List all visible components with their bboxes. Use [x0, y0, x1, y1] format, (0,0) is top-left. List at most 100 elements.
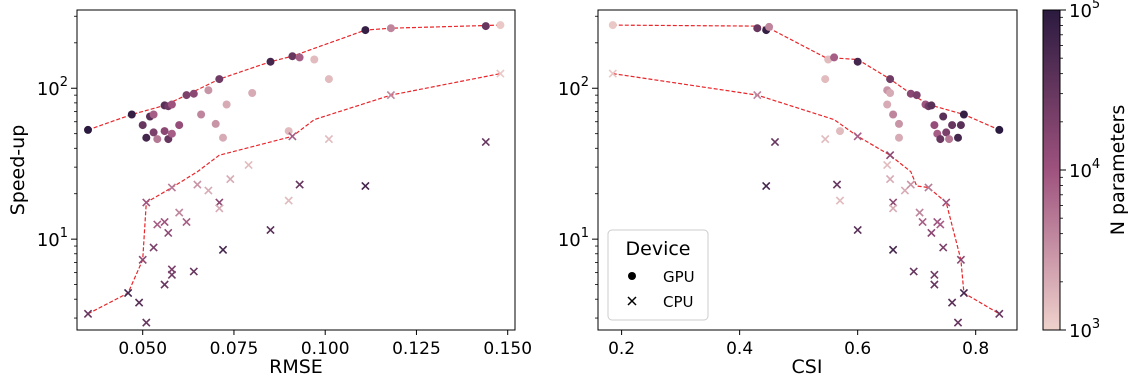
- gpu-point: [830, 53, 839, 62]
- gpu-point: [310, 55, 319, 64]
- cpu-point: [167, 183, 177, 192]
- gpu-point: [215, 75, 224, 84]
- gpu-point: [149, 110, 158, 119]
- cpu-point: [160, 217, 169, 227]
- gpu-point: [167, 129, 176, 138]
- cpu-point: [204, 186, 213, 195]
- gpu-point: [222, 100, 231, 109]
- gpu-point: [386, 24, 395, 33]
- legend-cpu-label: CPU: [663, 293, 694, 311]
- cpu-point: [182, 217, 191, 227]
- x-axis-label: CSI: [792, 356, 823, 378]
- x-axis-label: RMSE: [269, 356, 323, 378]
- colorbar-tick-label: 104: [1069, 157, 1100, 182]
- gpu-point: [138, 121, 147, 130]
- cpu-point: [284, 196, 293, 205]
- cpu-point: [134, 298, 144, 307]
- cpu-point: [953, 318, 963, 327]
- cpu-point: [853, 225, 862, 235]
- cpu-point: [193, 180, 202, 189]
- gpu-point: [853, 57, 862, 66]
- y-tick-label: 101: [37, 226, 68, 251]
- cpu-pareto-front: [87, 73, 501, 315]
- gpu-point: [219, 133, 227, 142]
- gpu-point: [324, 75, 333, 84]
- cpu-point: [853, 132, 862, 141]
- cpu-point: [753, 90, 762, 100]
- pareto-front-lines: [612, 24, 1000, 315]
- plot-frame: [597, 9, 1018, 331]
- gpu-point: [149, 128, 158, 137]
- gpu-point: [84, 125, 92, 134]
- cpu-point: [153, 220, 162, 229]
- x-tick-label: 0.150: [483, 339, 532, 359]
- cpu-point: [888, 245, 898, 254]
- axis-ticks: 0.2 0.4 0.6 0.8 101 102: [558, 15, 989, 359]
- legend-cpu-marker: [627, 296, 637, 306]
- cpu-point: [138, 255, 147, 264]
- gpu-point: [821, 75, 830, 84]
- cpu-point: [956, 255, 966, 264]
- cpu-point: [959, 288, 969, 298]
- cpu-point: [386, 90, 396, 100]
- colorbar-gradient: [1042, 9, 1061, 331]
- cpu-point: [762, 181, 771, 191]
- gpu-point: [930, 121, 939, 130]
- legend: Device GPU CPU: [607, 229, 709, 321]
- gpu-point: [481, 22, 490, 31]
- gpu-point: [153, 135, 162, 144]
- cpu-point: [939, 243, 948, 252]
- x-tick-label: 0.050: [118, 339, 167, 359]
- colorbar-tick-label: 103: [1069, 317, 1100, 342]
- y-tick-label: 102: [37, 75, 68, 100]
- pareto-front-lines: [87, 24, 501, 315]
- cpu-point: [888, 204, 898, 213]
- gpu-point: [266, 57, 275, 66]
- y-tick-label: 102: [558, 75, 589, 100]
- cpu-point: [924, 183, 933, 192]
- cpu-point: [942, 198, 951, 207]
- gpu-point: [284, 127, 293, 136]
- cpu-point: [995, 309, 1004, 318]
- gpu-point: [883, 100, 892, 109]
- gpu-point: [836, 127, 844, 136]
- x-tick-label: 0.2: [608, 339, 635, 359]
- gpu-point: [204, 86, 213, 95]
- gpu-pareto-front: [612, 24, 1000, 131]
- gpu-point: [288, 52, 297, 61]
- cpu-point: [295, 180, 304, 189]
- gpu-point: [127, 110, 136, 119]
- cpu-point: [160, 280, 169, 289]
- x-tick-label: 0.4: [726, 339, 753, 359]
- cpu-point: [496, 69, 505, 78]
- colorbar-ticks: 103 104 105: [1060, 0, 1100, 342]
- x-tick-label: 0.125: [392, 339, 441, 359]
- gpu-point: [211, 119, 220, 128]
- cpu-point: [885, 151, 895, 160]
- cpu-point: [215, 204, 224, 213]
- x-tick-label: 0.075: [210, 339, 259, 359]
- gpu-point: [889, 110, 898, 119]
- cpu-point: [835, 196, 845, 205]
- cpu-point: [883, 160, 892, 170]
- plot-frame: [76, 9, 516, 331]
- cpu-point: [175, 208, 184, 217]
- cpu-point: [244, 160, 253, 170]
- gpu-pareto-front: [87, 24, 501, 131]
- gpu-point: [295, 53, 304, 62]
- gpu-point: [496, 21, 505, 30]
- cpu-point: [930, 270, 939, 279]
- gpu-point: [954, 133, 962, 142]
- cpu-point: [361, 181, 370, 191]
- cpu-point: [927, 228, 936, 238]
- cpu-point: [226, 174, 235, 184]
- gpu-point: [936, 135, 945, 144]
- cpu-point: [832, 180, 842, 189]
- gpu-point: [361, 26, 370, 35]
- gpu-point: [945, 135, 954, 144]
- legend-gpu-marker: [628, 272, 636, 280]
- cpu-point: [885, 174, 895, 184]
- colorbar-label: N parameters: [1107, 105, 1129, 235]
- x-tick-label: 0.6: [844, 339, 871, 359]
